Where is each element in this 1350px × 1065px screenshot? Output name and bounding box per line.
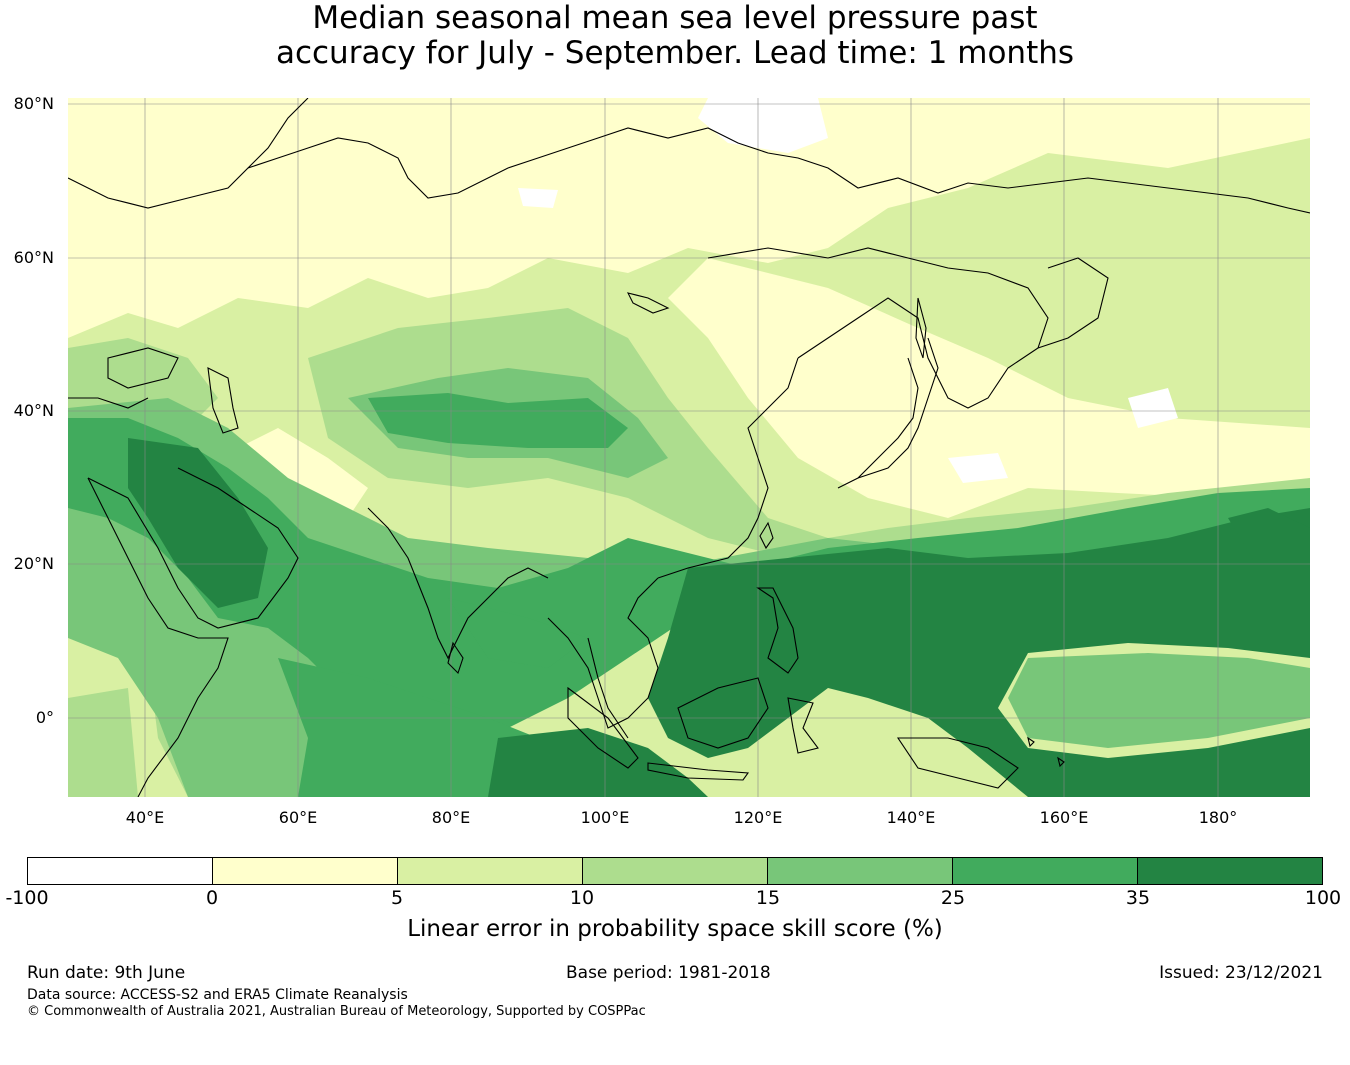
colorbar-segment [213,858,398,884]
lat-label-20n: 20°N [13,554,54,573]
skill-band-below-0 [518,98,1178,483]
colorbar-segment [768,858,953,884]
skill-score-map [68,98,1310,797]
copyright: © Commonwealth of Australia 2021, Austra… [27,1004,646,1019]
lat-label-80n: 80°N [13,94,54,113]
colorbar-segment [398,858,583,884]
lat-label-40n: 40°N [13,401,54,420]
colorbar-tick-label: 100 [1304,887,1342,909]
colorbar-label: Linear error in probability space skill … [407,916,943,942]
skill-band-35-100 [128,438,1310,797]
map-title-line-1: Median seasonal mean sea level pressure … [312,0,1038,36]
colorbar-segment [953,858,1138,884]
colorbar-tick-label: 25 [940,887,966,909]
colorbar-segment [583,858,768,884]
lon-label-120e: 120°E [733,808,783,827]
lon-label-140e: 140°E [886,808,936,827]
colorbar-tick-label: 5 [390,887,404,909]
data-source: Data source: ACCESS-S2 and ERA5 Climate … [27,987,408,1003]
lat-label-0: 0° [35,708,54,727]
colorbar-tick-label: 15 [755,887,781,909]
colorbar-tick-label: 0 [205,887,219,909]
lon-label-40e: 40°E [125,808,165,827]
map-title-line-2: accuracy for July - September. Lead time… [275,35,1075,71]
lon-label-80e: 80°E [431,808,471,827]
lon-label-100e: 100°E [580,808,630,827]
colorbar-tick-label: 35 [1125,887,1151,909]
colorbar-tick-label: -100 [5,887,49,909]
skill-band-0-5 [68,98,1310,718]
lon-label-60e: 60°E [278,808,318,827]
lon-label-160e: 160°E [1039,808,1089,827]
run-date: Run date: 9th June [27,963,186,983]
lon-label-180: 180° [1198,808,1238,827]
colorbar [27,857,1323,885]
coastlines [68,98,1310,797]
lat-label-60n: 60°N [13,248,54,267]
base-period: Base period: 1981-2018 [566,963,771,983]
map-gridlines [68,98,1310,797]
colorbar-segment [28,858,213,884]
colorbar-tick-label: 10 [569,887,595,909]
issued-date: Issued: 23/12/2021 [1159,963,1323,983]
colorbar-segment [1138,858,1322,884]
